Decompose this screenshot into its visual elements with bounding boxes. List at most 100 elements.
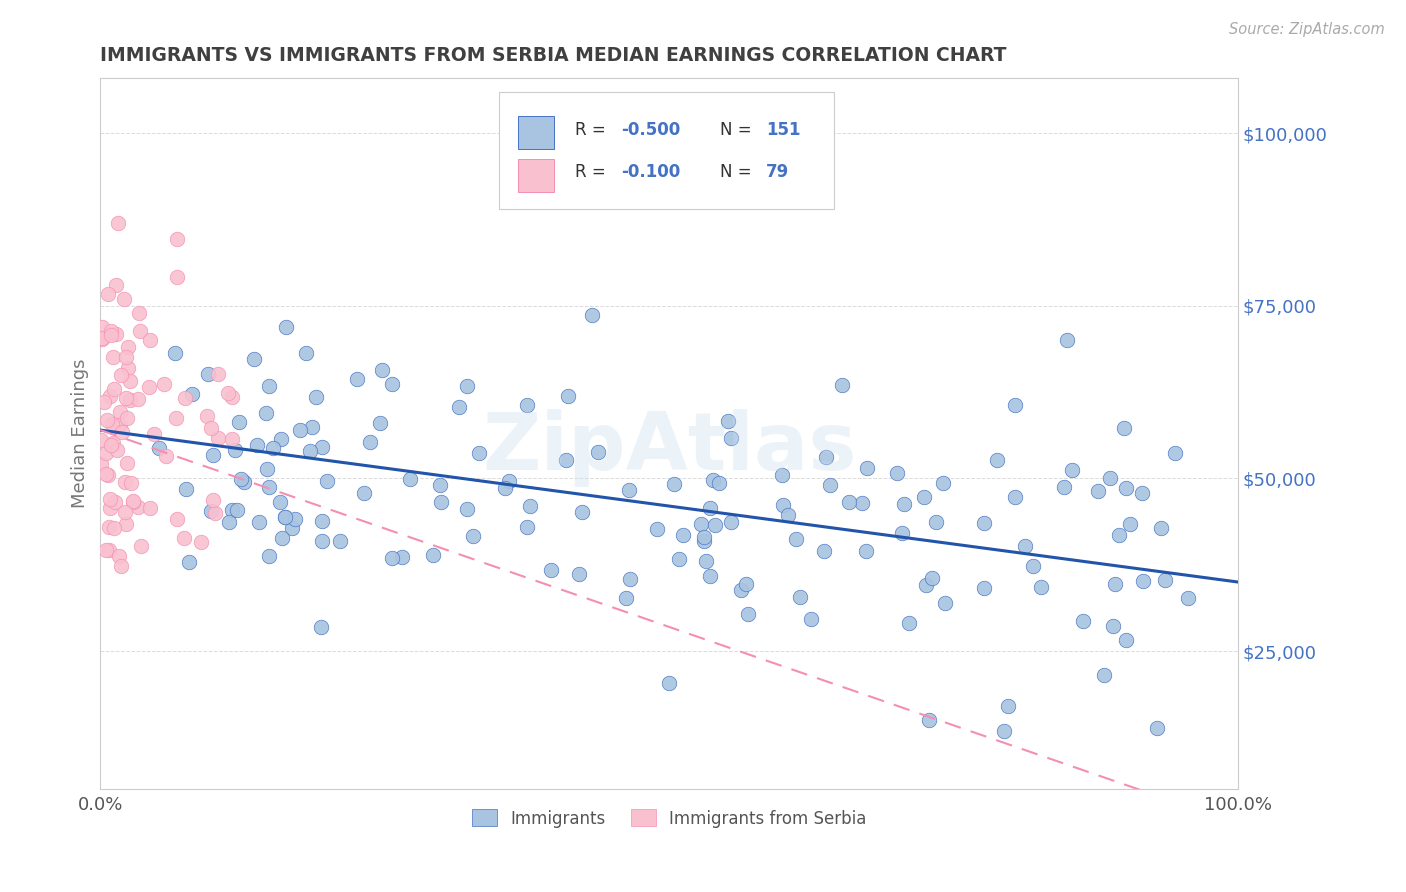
Point [299,444,322,458]
Point [98,388,121,402]
Point [174,391,197,405]
Point [181,387,204,401]
Point [456,502,478,516]
FancyBboxPatch shape [499,92,834,210]
Point [658,675,681,690]
Point [770,468,793,483]
Point [173,532,195,546]
Point [915,578,938,592]
Point [772,498,794,512]
Point [856,460,879,475]
Point [1071,614,1094,628]
Text: IMMIGRANTS VS IMMIGRANTS FROM SERBIA MEDIAN EARNINGS CORRELATION CHART: IMMIGRANTS VS IMMIGRANTS FROM SERBIA MED… [100,46,1007,65]
Point [699,569,721,583]
Point [672,527,695,541]
Point [430,494,453,508]
Point [166,232,188,246]
Point [1060,462,1083,476]
Point [96,446,118,460]
Point [115,392,138,406]
Point [831,377,853,392]
Point [262,441,284,455]
Point [270,531,292,545]
Point [851,496,873,510]
Point [98,501,121,516]
Point [217,385,239,400]
Point [105,419,128,434]
Point [516,520,538,534]
Point [1154,573,1177,587]
Point [993,724,1015,739]
Point [693,531,716,545]
Point [221,390,243,404]
Point [557,389,579,403]
Point [855,543,877,558]
Point [429,478,451,492]
Point [101,417,124,431]
Point [735,577,758,591]
Point [110,368,132,382]
Point [120,393,142,408]
Point [399,472,422,486]
Point [449,401,471,415]
Point [898,616,921,631]
Point [381,551,404,566]
Point [1102,619,1125,633]
Point [555,453,578,467]
Point [494,481,516,495]
Point [295,346,318,360]
Point [668,552,690,566]
Point [90,433,112,447]
Point [571,505,593,519]
Point [717,414,740,428]
Point [129,325,152,339]
Point [190,535,212,549]
Point [973,581,995,595]
Point [498,474,520,488]
Point [311,533,333,548]
Point [166,512,188,526]
Text: Source: ZipAtlas.com: Source: ZipAtlas.com [1229,22,1385,37]
Point [463,529,485,543]
Point [274,510,297,524]
Point [201,448,224,462]
Point [329,533,352,548]
Point [200,504,222,518]
Point [1022,558,1045,573]
Point [257,480,280,494]
Point [229,472,252,486]
Point [737,607,759,621]
Point [1115,633,1137,648]
Point [115,456,138,470]
Point [228,415,250,429]
Point [115,411,138,425]
Point [693,533,716,548]
Point [127,392,149,406]
Text: N =: N = [720,163,758,181]
Point [912,490,935,504]
Point [789,591,811,605]
Text: N =: N = [720,120,758,139]
Point [645,522,668,536]
Text: R =: R = [575,163,610,181]
Point [128,306,150,320]
Text: ZipAtlas: ZipAtlas [482,409,856,487]
Point [617,483,640,497]
Point [1053,480,1076,494]
Point [614,591,637,605]
Point [800,612,823,626]
Point [1014,539,1036,553]
Point [1114,421,1136,435]
Point [581,308,603,322]
Point [346,372,368,386]
Point [257,379,280,393]
Point [176,482,198,496]
Point [1115,481,1137,495]
Point [91,319,114,334]
Point [519,499,541,513]
Point [96,413,118,427]
Point [111,425,134,439]
Point [818,478,841,492]
Text: R =: R = [575,120,610,139]
Point [226,502,249,516]
